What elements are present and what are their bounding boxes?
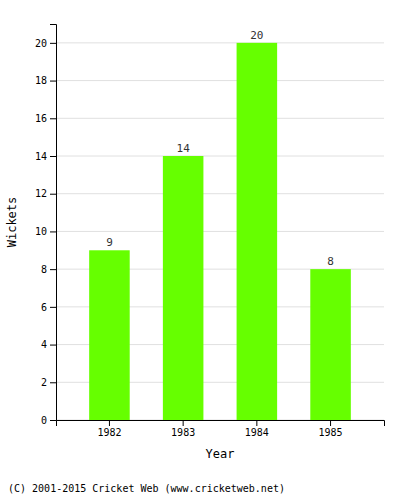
bars [89,43,351,420]
x-tick-label: 1985 [319,427,343,438]
x-axis-line [57,421,385,427]
y-tick-label: 18 [35,75,47,86]
bar [310,269,351,420]
x-tick: 1985 [319,420,343,438]
grid-line [56,193,384,194]
x-tick: 1984 [245,420,269,438]
bar [237,43,278,420]
data-label: 20 [250,29,263,42]
y-tick-mark [50,43,56,44]
y-tick-label: 6 [41,302,47,313]
y-axis: 0 2 4 6 8 10 12 14 16 18 20 [35,25,57,426]
grid [56,43,384,420]
y-tick: 20 [35,38,56,49]
x-tick-label: 1984 [245,427,269,438]
x-tick-label: 1982 [97,427,121,438]
x-tick-mark [109,420,110,426]
y-tick: 14 [35,151,56,162]
grid-line [56,42,384,43]
y-tick-mark [50,81,56,82]
y-tick: 6 [41,302,56,313]
y-tick-mark [50,307,56,308]
y-tick-label: 14 [35,151,47,162]
y-tick-mark [50,269,56,270]
grid-line [56,80,384,81]
y-tick-mark [50,156,56,157]
y-tick: 10 [35,226,56,237]
x-axis: 1982 1983 1984 1985 [57,420,385,438]
x-tick-mark [256,420,257,426]
y-tick: 18 [35,75,56,86]
chart-svg: 9 14 20 8 0 2 4 6 8 10 12 14 16 18 20 1982 1983 1984 1985 Y… [0,0,400,500]
y-tick-label: 12 [35,188,47,199]
y-axis-title: Wickets [5,197,19,248]
grid-line [56,156,384,157]
data-label: 9 [106,236,113,249]
data-label: 8 [327,255,334,268]
grid-line [56,118,384,119]
y-tick: 8 [41,264,56,275]
data-labels: 9 14 20 8 [106,29,334,268]
x-tick: 1982 [97,420,121,438]
y-tick-mark [50,382,56,383]
x-tick: 1983 [171,420,195,438]
y-tick-mark [50,118,56,119]
x-axis-title: Year [206,447,235,461]
y-tick-label: 20 [35,38,47,49]
y-tick: 0 [41,415,56,426]
y-tick: 2 [41,377,56,388]
x-tick-label: 1983 [171,427,195,438]
x-tick-mark [183,420,184,426]
footer-annotation: (C) 2001-2015 Cricket Web (www.cricketwe… [8,483,285,494]
y-tick-mark [50,194,56,195]
plot-area: 9 14 20 8 0 2 4 6 8 10 12 14 16 18 20 1982 1983 1984 1985 [35,25,385,439]
data-label: 14 [177,142,191,155]
y-tick: 12 [35,188,56,199]
y-axis-line [50,25,57,421]
y-tick-label: 2 [41,377,47,388]
y-tick-label: 0 [41,415,47,426]
y-tick-label: 10 [35,226,47,237]
y-tick-label: 4 [41,339,47,350]
bar [89,250,130,420]
y-tick-mark [50,345,56,346]
y-tick-mark [50,420,56,421]
bar [163,156,204,420]
y-tick-mark [50,231,56,232]
x-tick-mark [330,420,331,426]
y-tick-label: 8 [41,264,47,275]
grid-line [56,231,384,232]
y-tick-label: 16 [35,113,47,124]
y-tick: 16 [35,113,56,124]
y-tick: 4 [41,339,56,350]
